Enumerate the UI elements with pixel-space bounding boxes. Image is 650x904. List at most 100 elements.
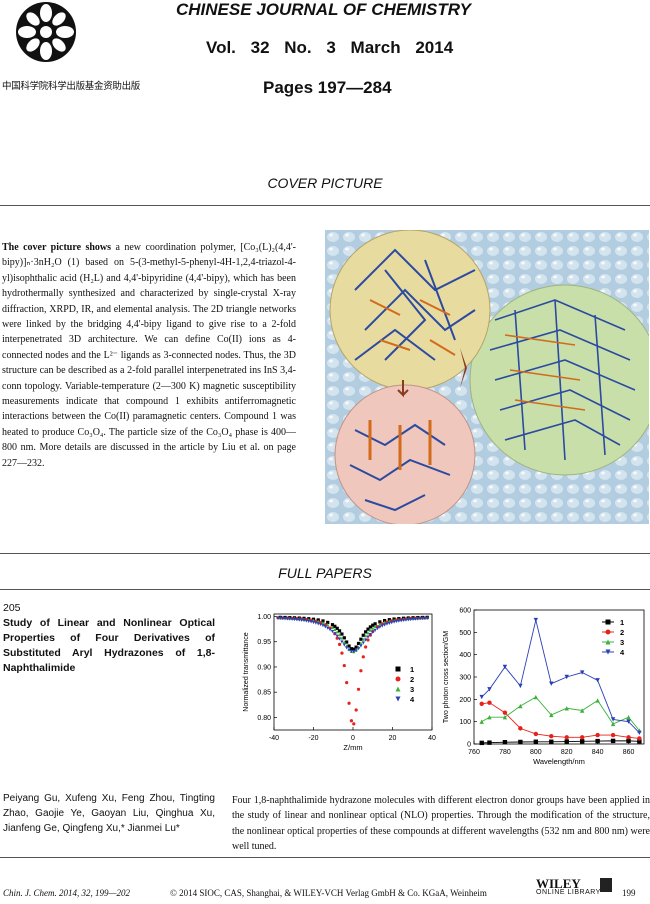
data-point (356, 647, 361, 651)
logo-caption: 中国科学院科学出版基金资助出版 (2, 82, 141, 92)
data-point (340, 636, 344, 640)
data-point (297, 618, 301, 622)
divider (0, 553, 650, 554)
data-point (595, 732, 600, 738)
legend-marker (395, 696, 401, 702)
data-point (366, 638, 370, 642)
plot-frame (473, 609, 645, 745)
data-point (347, 648, 351, 652)
data-point (502, 715, 508, 720)
legend-marker (395, 676, 401, 682)
data-point (354, 708, 358, 712)
data-point (359, 641, 363, 645)
series-line (481, 619, 640, 734)
data-point (319, 623, 323, 627)
data-point (373, 624, 377, 629)
data-point (356, 641, 361, 646)
data-point (368, 632, 372, 637)
y-tick-label: 100 (459, 719, 471, 726)
data-point (626, 738, 631, 744)
data-point (300, 618, 304, 622)
data-point (361, 655, 365, 659)
data-point (406, 618, 410, 622)
data-point (345, 681, 349, 685)
data-point (366, 635, 370, 639)
x-tick-label: -40 (269, 735, 279, 742)
series-3 (479, 694, 642, 733)
data-point (361, 641, 365, 645)
divider (0, 205, 650, 206)
data-point (330, 623, 335, 627)
data-point (610, 717, 616, 722)
paper-abstract: Four 1,8-naphthalimide hydrazone molecul… (232, 795, 650, 852)
data-point (290, 617, 294, 621)
legend-label: 4 (620, 648, 625, 657)
data-point (333, 627, 337, 632)
data-point (380, 624, 384, 628)
data-point (549, 733, 554, 739)
data-point (610, 721, 616, 727)
legend-label: 1 (620, 618, 624, 627)
data-point (295, 618, 299, 622)
data-point (637, 739, 642, 744)
cover-picture (325, 230, 649, 524)
data-point (397, 619, 401, 623)
data-point (340, 651, 344, 655)
data-point (518, 683, 523, 689)
legend-marker (605, 639, 611, 645)
data-point (595, 678, 600, 683)
data-point (354, 645, 358, 649)
data-point (304, 619, 308, 623)
data-point (518, 703, 523, 709)
data-point (347, 701, 351, 705)
plot-frame (273, 613, 433, 731)
paper-page-number: 205 (3, 602, 21, 614)
data-point (479, 701, 484, 706)
publisher-logo: WILEY ONLINE LIBRARY (536, 876, 626, 902)
data-point (340, 632, 344, 636)
full-papers-section-title: FULL PAPERS (278, 565, 372, 581)
data-point (359, 644, 363, 648)
data-point (533, 617, 539, 623)
data-point (420, 617, 425, 621)
y-tick-label: 0.90 (257, 664, 271, 671)
x-axis-label: Wavelength/nm (533, 757, 585, 766)
data-point (349, 719, 354, 723)
series-line (481, 740, 640, 744)
legend-label: 3 (410, 685, 414, 694)
data-point (323, 625, 327, 629)
data-point (399, 619, 403, 623)
data-point (383, 620, 387, 624)
data-point (411, 617, 415, 621)
journal-logo-icon (16, 2, 76, 62)
data-point (595, 698, 600, 703)
series-line (481, 696, 640, 731)
data-point (366, 627, 370, 631)
paper-title[interactable]: Study of Linear and Nonlinear Optical Pr… (3, 617, 215, 674)
x-tick-label: 800 (530, 749, 542, 756)
legend-marker (605, 649, 611, 655)
data-point (281, 617, 285, 621)
wiley-subtitle: ONLINE LIBRARY (536, 889, 601, 896)
series-2 (276, 616, 427, 726)
divider (0, 589, 650, 590)
data-point (288, 617, 292, 621)
x-tick-label: -20 (308, 735, 318, 742)
legend-label: 4 (410, 695, 415, 704)
data-point (311, 620, 316, 625)
data-point (579, 670, 585, 675)
x-tick-label: 840 (592, 749, 604, 756)
y-tick-label: 200 (459, 697, 471, 704)
data-point (307, 619, 311, 624)
data-point (326, 623, 330, 627)
legend-label: 3 (620, 638, 624, 647)
data-point (564, 735, 569, 740)
data-point (637, 736, 642, 741)
data-point (335, 634, 339, 638)
data-point (549, 739, 554, 744)
data-point (330, 625, 335, 630)
data-point (549, 712, 554, 718)
cover-body: a new coordination polymer, [Co₃(L)₂(4,4… (2, 242, 296, 469)
data-point (626, 719, 631, 724)
data-point (637, 730, 642, 736)
